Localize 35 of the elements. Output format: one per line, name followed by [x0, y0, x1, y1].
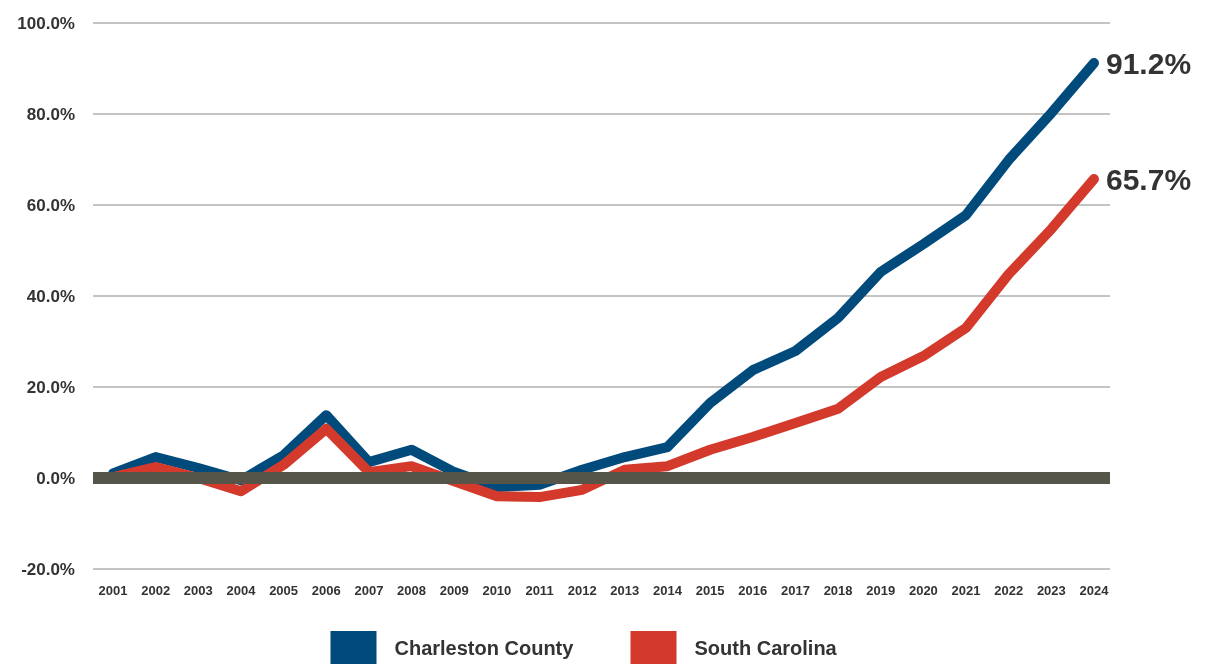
- y-tick-label: 60.0%: [26, 195, 75, 215]
- y-tick-label: 0.0%: [36, 468, 75, 488]
- x-tick-label: 2010: [482, 582, 512, 598]
- x-tick-label: 2007: [354, 582, 384, 598]
- x-tick-label: 2019: [866, 582, 896, 598]
- x-tick-label: 2014: [653, 582, 683, 598]
- legend-label: South Carolina: [694, 637, 838, 659]
- x-tick-label: 2020: [908, 582, 938, 598]
- x-tick-label: 2011: [525, 582, 554, 598]
- y-tick-label: 100.0%: [17, 13, 75, 33]
- x-tick-label: 2012: [567, 582, 597, 598]
- x-tick-label: 2003: [183, 582, 213, 598]
- x-tick-label: 2017: [780, 582, 810, 598]
- y-tick-label: -20.0%: [21, 559, 75, 579]
- data-label: 91.2%: [1106, 46, 1192, 80]
- data-label: 65.7%: [1106, 162, 1192, 196]
- x-tick-label: 2002: [141, 582, 171, 598]
- x-tick-label: 2009: [439, 582, 469, 598]
- x-tick-label: 2005: [269, 582, 299, 598]
- x-tick-label: 2015: [695, 582, 725, 598]
- x-tick-label: 2013: [610, 582, 640, 598]
- y-tick-label: 40.0%: [26, 286, 75, 306]
- y-tick-label: 20.0%: [26, 377, 75, 397]
- x-tick-label: 2024: [1079, 582, 1110, 598]
- legend-label: Charleston County: [394, 637, 575, 659]
- y-tick-label: 80.0%: [26, 104, 75, 124]
- x-tick-label: 2006: [311, 582, 341, 598]
- x-tick-label: 2016: [738, 582, 768, 598]
- x-tick-label: 2023: [1036, 582, 1066, 598]
- x-tick-label: 2022: [994, 582, 1024, 598]
- x-tick-label: 2021: [951, 582, 981, 598]
- x-tick-label: 2004: [226, 582, 257, 598]
- x-tick-label: 2008: [397, 582, 427, 598]
- x-tick-label: 2018: [823, 582, 853, 598]
- x-tick-label: 2001: [98, 582, 128, 598]
